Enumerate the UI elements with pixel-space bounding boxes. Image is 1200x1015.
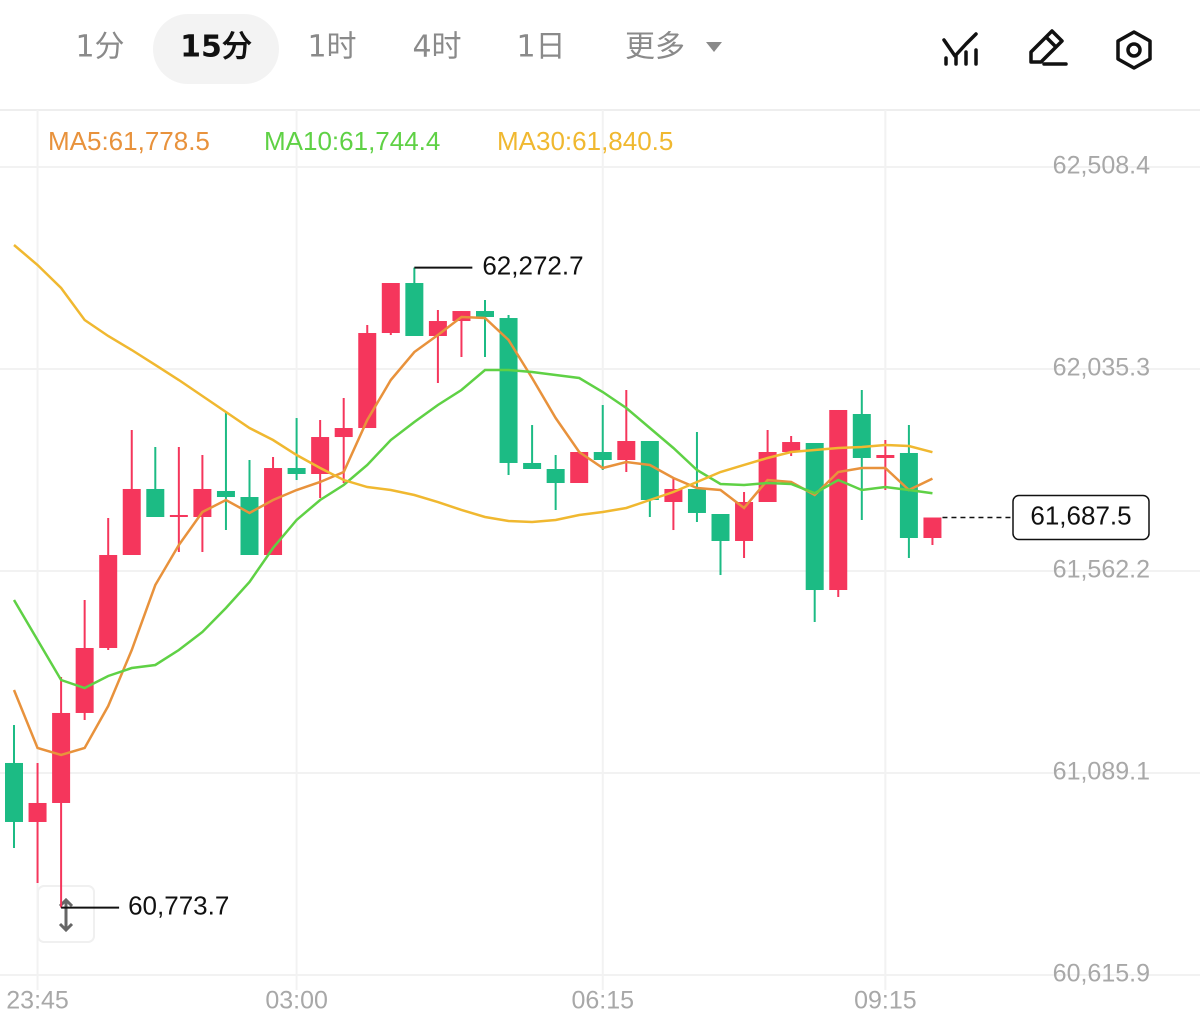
candle-body [523, 462, 542, 470]
time-tab[interactable]: 15分 [180, 30, 252, 65]
x-tick-label: 03:00 [265, 987, 328, 1015]
candle-body [687, 488, 706, 513]
last-price-box [1012, 494, 1150, 541]
candle-body [829, 409, 848, 591]
legend-entry: MA10:61,744.4 [264, 126, 440, 156]
candle-body [75, 647, 94, 713]
legend-entry: MA5:61,778.5 [48, 126, 210, 156]
last-price-label: 61,687.5 [1030, 500, 1131, 530]
low-marker-icon [37, 885, 95, 943]
y-tick-label: 60,615.9 [1053, 960, 1150, 988]
candle-body [99, 554, 118, 648]
legend-entry: MA30:61,840.5 [497, 126, 673, 156]
candle-body [758, 452, 777, 503]
active-tab-background [153, 14, 279, 84]
candle-body [899, 452, 918, 539]
candle-body [146, 488, 165, 517]
candle-body [28, 802, 47, 822]
candle-body [169, 514, 188, 517]
moving-average-line [13, 244, 933, 524]
low-label: 60,773.7 [128, 891, 229, 921]
y-tick-label: 61,562.2 [1053, 556, 1150, 584]
candle-body [546, 469, 565, 484]
candle-body [640, 440, 659, 501]
candle-body [735, 502, 754, 541]
candle-body [381, 283, 400, 334]
candle-body [5, 762, 23, 822]
candle-body [287, 468, 306, 474]
time-tab[interactable]: 更多 [625, 30, 685, 65]
candle-body [264, 468, 283, 555]
candle-body [593, 452, 612, 460]
candle-body [358, 333, 377, 429]
moving-average-line [12, 315, 933, 757]
candle-body [617, 440, 636, 460]
candle-body [805, 442, 824, 591]
candle-body [923, 517, 942, 539]
candle-body [852, 414, 871, 458]
chart-icon[interactable] [942, 32, 978, 66]
time-tab[interactable]: 1分 [75, 30, 124, 65]
candle-body [499, 318, 518, 463]
candle-body [216, 490, 235, 498]
moving-average-line [12, 368, 933, 690]
candle-body [334, 428, 353, 438]
x-tick-label: 23:45 [6, 987, 69, 1015]
time-tab[interactable]: 1日 [516, 30, 565, 65]
y-tick-label: 61,089.1 [1053, 758, 1150, 786]
candle-body [711, 514, 730, 541]
candle-body [122, 488, 141, 555]
more-caret[interactable] [706, 42, 722, 52]
grid [0, 110, 1200, 990]
high-label: 62,272.7 [482, 251, 583, 281]
y-tick-label: 62,035.3 [1053, 354, 1150, 382]
time-tab[interactable]: 4时 [412, 30, 461, 65]
x-tick-label: 09:15 [854, 987, 917, 1015]
draw-icon[interactable] [1029, 29, 1068, 66]
candle-body [570, 452, 589, 484]
candle-body [52, 712, 71, 803]
candle-body [405, 283, 424, 336]
time-tab[interactable]: 1时 [307, 30, 356, 65]
candle-body [876, 454, 895, 458]
candle-body [476, 311, 494, 317]
y-tick-label: 62,508.4 [1053, 152, 1150, 180]
settings-icon[interactable] [1116, 30, 1152, 70]
candle-body [782, 442, 801, 453]
x-tick-label: 06:15 [571, 987, 634, 1015]
candle-body [240, 497, 259, 555]
